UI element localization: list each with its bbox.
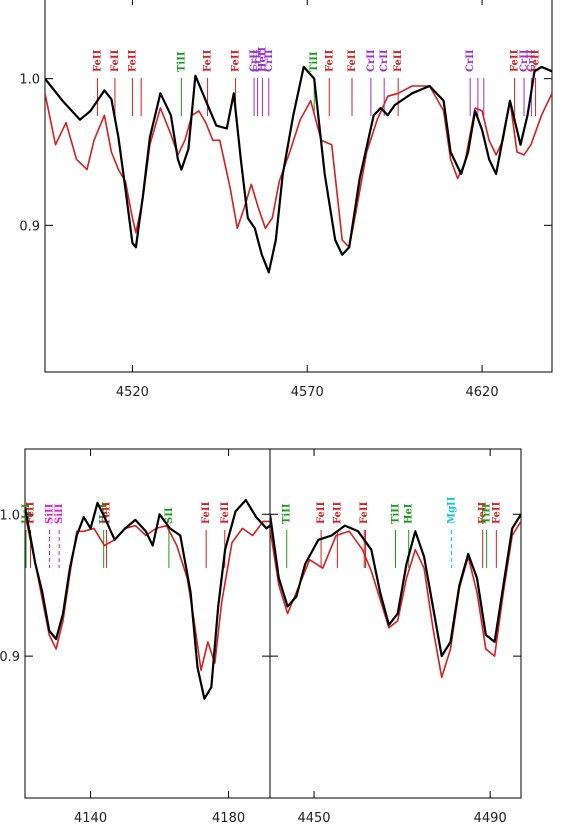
bottom-right-model-spectrum [270, 520, 521, 679]
bottom-left-line-label-6: SII [164, 507, 175, 524]
top-line-label-1: FeII [110, 49, 121, 72]
top-line-label-23: FeII [531, 49, 542, 72]
top-line-label-8: CrII [253, 49, 264, 72]
bottom-right-line-label-8: FeII [478, 501, 489, 524]
top-line-label-21: CrII [519, 49, 530, 72]
bottom-right-x-tick-label-1: 4490 [474, 811, 507, 826]
top-line-label-16: FeII [393, 49, 404, 72]
top-line-label-14: CrII [366, 49, 377, 72]
bottom-left-y-tick-label-1: 1.0 [0, 508, 20, 523]
bottom-left-line-label-4: HeI [99, 503, 110, 524]
top-y-tick-label-1: 1.0 [19, 73, 40, 88]
bottom-left-observed-spectrum [25, 499, 270, 700]
top-line-label-0: FeII [92, 49, 103, 72]
top-line-label-22: CrII [526, 49, 537, 72]
bottom-right-line-label-6: HeI [404, 503, 415, 524]
bottom-left-line-label-8: FeII [220, 501, 231, 524]
top-line-label-2: FeII [127, 49, 138, 72]
bottom-right-line-label-7: MgII [446, 496, 457, 524]
bottom-right-line-label-0: TiII [282, 503, 293, 524]
bottom-left-y-tick-label-0: 0.9 [0, 650, 20, 665]
bottom-right-observed-spectrum [270, 513, 521, 658]
top-line-label-12: FeII [324, 49, 335, 72]
top-x-tick-label-1: 4570 [291, 385, 324, 400]
top-line-label-5: FeII [203, 49, 214, 72]
top-line-label-10: CrII [264, 49, 275, 72]
top-line-label-4: TiII [176, 51, 187, 72]
top-line-label-7: CrII [249, 49, 260, 72]
bottom-right-line-label-3: FeII [359, 501, 370, 524]
bottom-left-model-spectrum [25, 514, 270, 672]
bottom-left-line-label-5: FeII [101, 501, 112, 524]
top-line-label-9: HeII [257, 47, 268, 72]
bottom-right-plot-frame [269, 448, 522, 799]
bottom-right-line-label-5: TiII [391, 503, 402, 524]
bottom-right-line-label-10: FeII [491, 501, 502, 524]
bottom-left-line-label-3: SiII [54, 503, 65, 524]
bottom-right-line-label-2: FeII [332, 501, 343, 524]
top-line-label-20: FeII [510, 49, 521, 72]
top-line-label-15: CrII [379, 49, 390, 72]
bottom-left-line-label-2: SiII [45, 503, 56, 524]
bottom-left-line-label-7: FeII [201, 501, 212, 524]
top-observed-spectrum [45, 65, 552, 274]
top-x-tick-label-2: 4620 [466, 385, 499, 400]
top-model-spectrum [45, 85, 552, 249]
top-line-label-6: FeII [231, 49, 242, 72]
bottom-right-x-tick-label-0: 4450 [297, 811, 330, 826]
bottom-left-x-tick-label-0: 4140 [74, 811, 107, 826]
top-line-label-13: FeII [347, 49, 358, 72]
bottom-left-line-label-1: FeII [26, 501, 37, 524]
bottom-left-x-tick-label-1: 4180 [212, 811, 245, 826]
top-line-label-11: TiII [309, 51, 320, 72]
bottom-right-line-label-9: TiII [482, 503, 493, 524]
top-y-tick-label-0: 0.9 [19, 219, 40, 234]
bottom-right-line-label-1: FeII [316, 501, 327, 524]
top-line-label-17: CrII [465, 49, 476, 72]
top-x-tick-label-0: 4520 [116, 385, 149, 400]
top-plot-frame [44, 0, 553, 373]
